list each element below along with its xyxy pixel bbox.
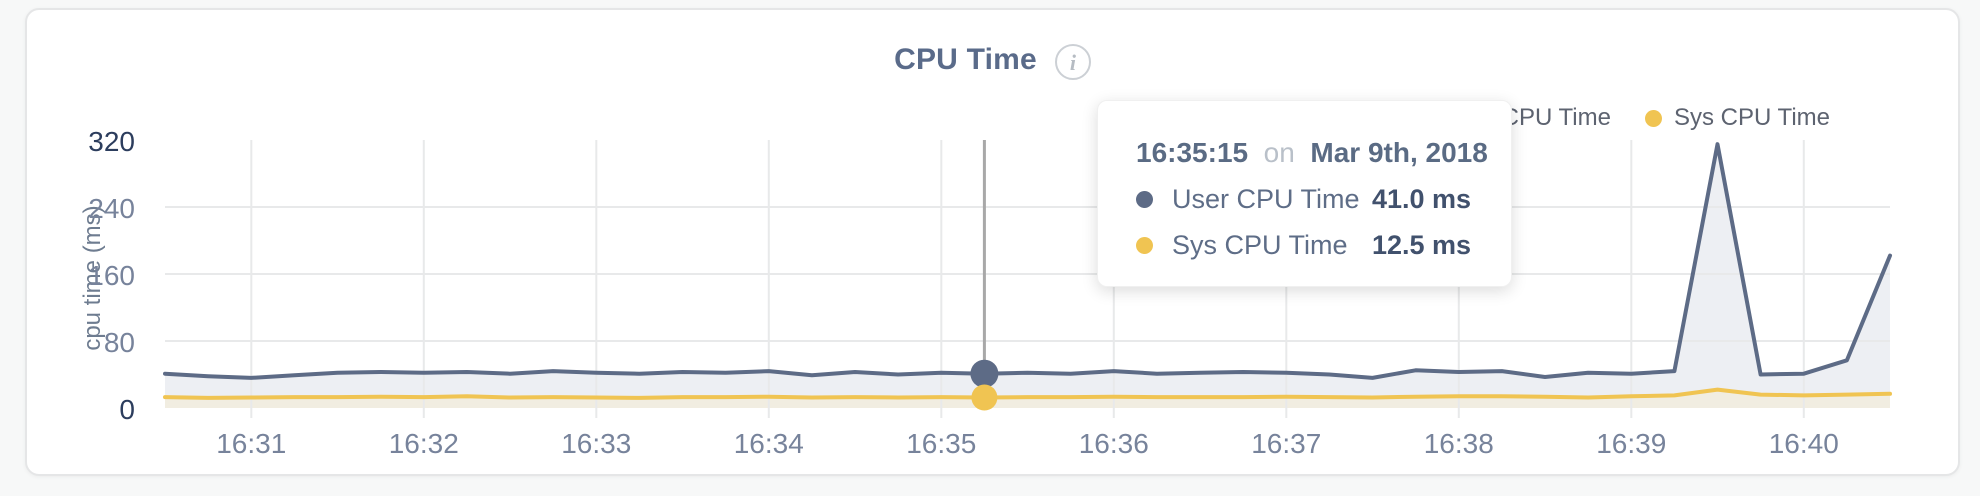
tooltip-time: 16:35:15 <box>1136 137 1249 168</box>
x-tick-16:34: 16:34 <box>733 428 804 459</box>
tooltip-dot-user-icon <box>1136 191 1153 208</box>
x-tick-16:39: 16:39 <box>1596 428 1667 459</box>
hover-dot-user[interactable] <box>970 359 999 388</box>
y-tick-240: 240 <box>88 193 135 224</box>
legend-dot-sys-icon <box>1644 109 1662 127</box>
tooltip-row-user: User CPU Time 41.0 ms <box>1136 184 1481 215</box>
chart-header: CPU Time i <box>27 40 1958 80</box>
user-area <box>165 144 1890 408</box>
tooltip-value-sys: 12.5 ms <box>1372 230 1472 260</box>
y-tick-0: 0 <box>119 394 135 425</box>
x-tick-16:37: 16:37 <box>1251 428 1322 459</box>
hover-tooltip: 16:35:15 on Mar 9th, 2018 User CPU Time … <box>1097 100 1512 287</box>
x-tick-16:32: 16:32 <box>388 428 459 459</box>
tooltip-value-user: 41.0 ms <box>1372 184 1472 214</box>
x-tick-16:35: 16:35 <box>906 428 977 459</box>
y-tick-160: 160 <box>88 260 135 291</box>
x-tick-16:38: 16:38 <box>1423 428 1494 459</box>
tooltip-timestamp: 16:35:15 on Mar 9th, 2018 <box>1136 137 1488 168</box>
y-tick-80: 80 <box>103 327 135 358</box>
tooltip-row-sys: Sys CPU Time 12.5 ms <box>1136 230 1481 261</box>
sys-line[interactable] <box>163 387 1892 400</box>
x-tick-16:33: 16:33 <box>561 428 632 459</box>
y-tick-320: 320 <box>88 126 135 157</box>
x-tick-16:31: 16:31 <box>216 428 287 459</box>
user-line[interactable] <box>163 142 1892 380</box>
tooltip-label-user: User CPU Time <box>1172 184 1360 214</box>
tooltip-label-sys: Sys CPU Time <box>1172 230 1348 260</box>
chart-title: CPU Time <box>894 43 1037 76</box>
x-tick-16:36: 16:36 <box>1078 428 1149 459</box>
legend-label-sys: Sys CPU Time <box>1673 104 1830 131</box>
tooltip-dot-sys-icon <box>1136 237 1153 254</box>
x-tick-16:40: 16:40 <box>1768 428 1839 459</box>
info-icon[interactable]: i <box>1054 44 1091 80</box>
legend-item-sys-cpu[interactable]: Sys CPU Time <box>1644 104 1830 132</box>
hover-dot-sys[interactable] <box>971 384 998 411</box>
tooltip-connector <box>1256 137 1264 168</box>
